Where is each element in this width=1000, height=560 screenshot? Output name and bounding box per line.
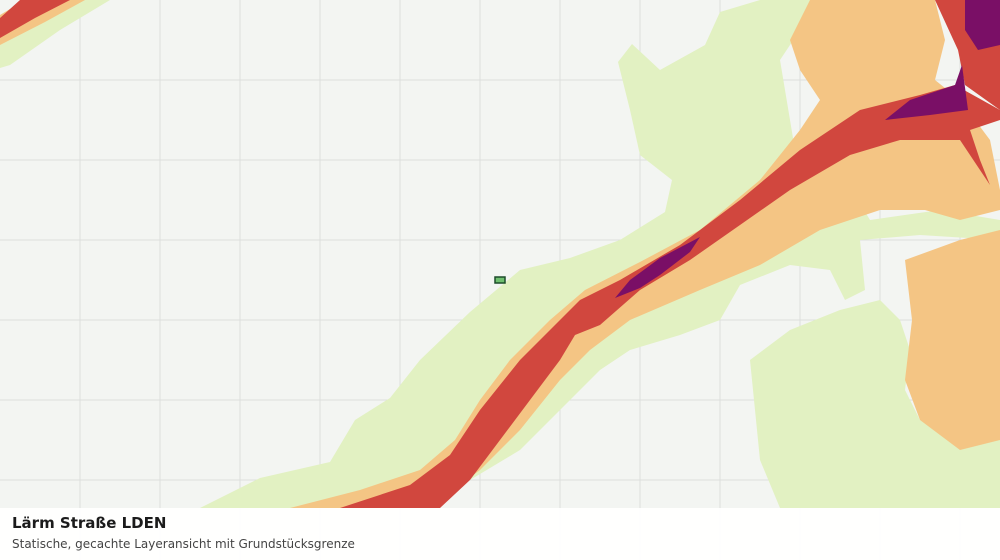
noise-zone-medium — [905, 230, 1000, 450]
noise-zone-very-high — [615, 237, 700, 298]
noise-zone-very-high — [965, 0, 1000, 50]
info-panel — [0, 508, 1000, 560]
noise-zone-low — [200, 0, 1000, 508]
parcel-boundary[interactable] — [494, 276, 506, 284]
noise-layer — [0, 0, 1000, 508]
noise-zone-high — [0, 0, 70, 38]
layer-subtitle: Statische, gecachte Layeransicht mit Gru… — [12, 537, 355, 551]
noise-zone-medium — [290, 0, 1000, 508]
noise-zone-high — [340, 85, 1000, 508]
layer-title: Lärm Straße LDEN — [12, 514, 166, 532]
noise-zone-very-high — [885, 65, 968, 120]
noise-zone-low — [750, 300, 1000, 508]
